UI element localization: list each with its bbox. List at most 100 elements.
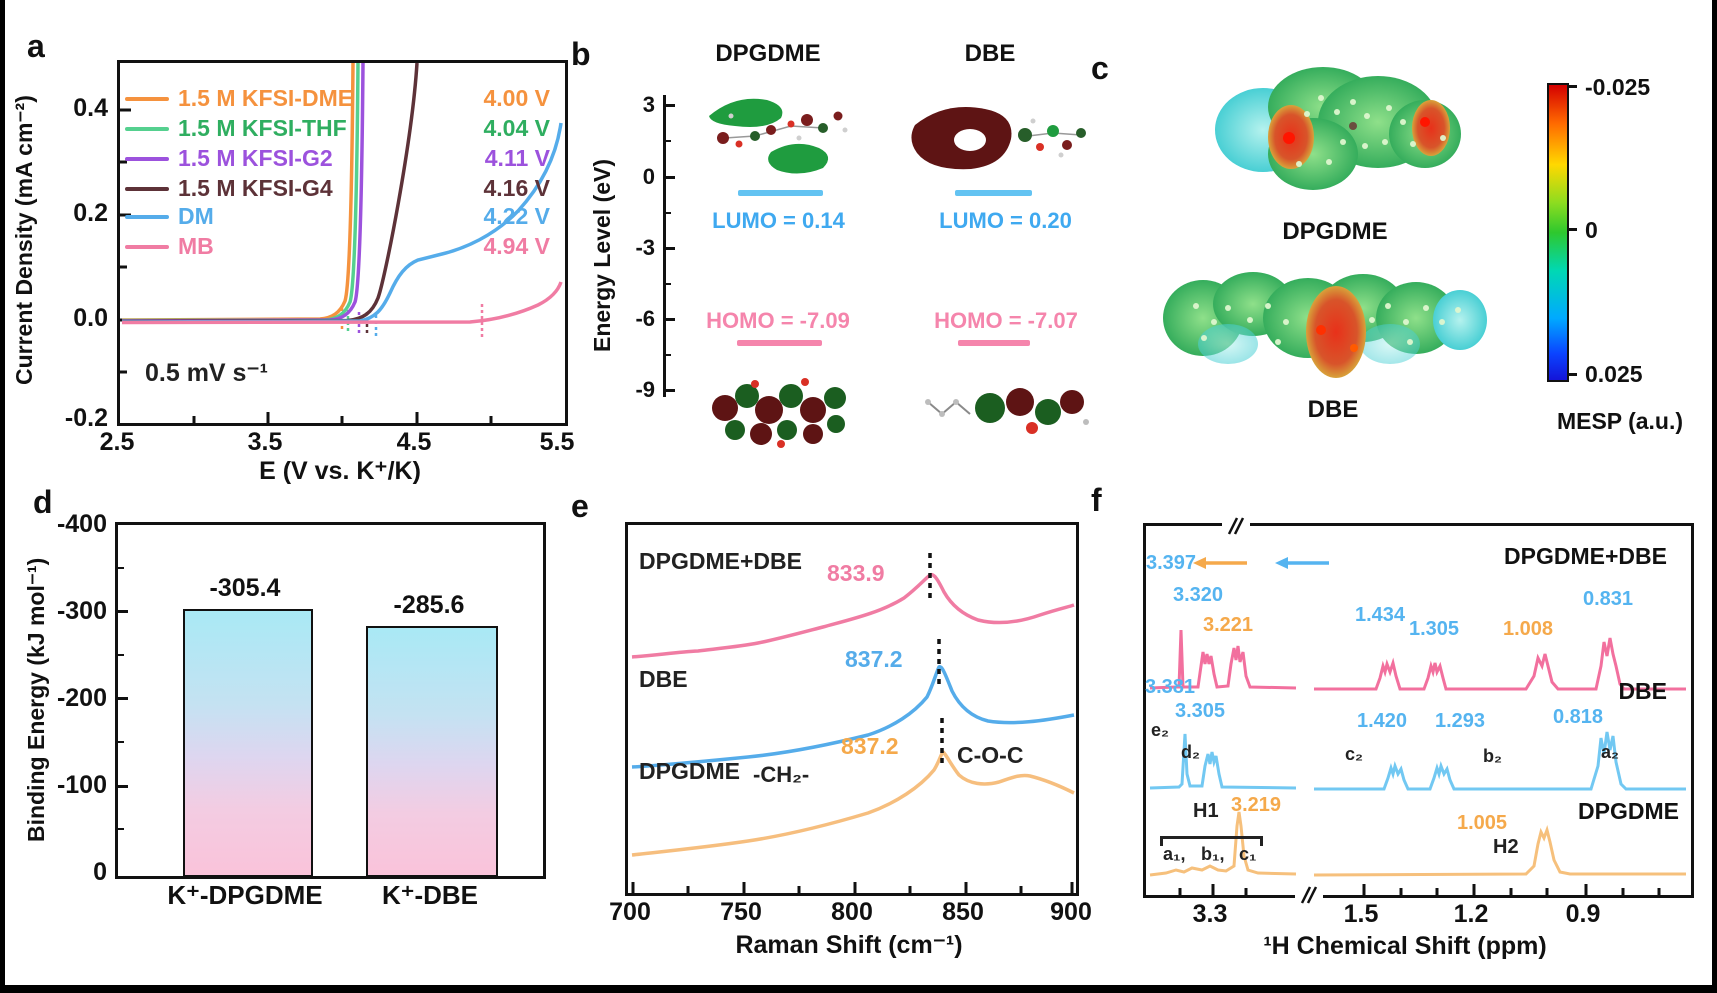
nmr-blue-left xyxy=(1149,733,1297,790)
f-row2-title: DBE xyxy=(1618,678,1667,704)
a-x-tick: 3.5 xyxy=(247,428,283,456)
legend-line-swatch xyxy=(125,214,169,219)
d-y-tick: -100 xyxy=(56,771,107,799)
dpgdme-homo-level-bar xyxy=(737,340,822,346)
legend-line-swatch xyxy=(125,126,169,131)
dbe-homo-level-bar xyxy=(958,340,1030,346)
e-x-axis-title: Raman Shift (cm⁻¹) xyxy=(735,931,963,959)
panel-f-label: f xyxy=(1091,482,1102,518)
panel-a-plot xyxy=(117,60,568,426)
voltage-g2: 4.11 V xyxy=(484,145,550,171)
colorbar-tick xyxy=(1567,373,1577,376)
e-coc-annotation: C-O-C xyxy=(957,742,1024,768)
f-peak-label: 0.818 xyxy=(1553,706,1604,728)
f-assignment-label: b₂ xyxy=(1483,746,1502,766)
f-peak-label: 1.293 xyxy=(1435,710,1486,732)
axis-break-icon xyxy=(1222,517,1250,535)
panel-a-y-axis-title: Current Density (mA cm⁻²) xyxy=(11,95,37,385)
bar-k-dbe xyxy=(366,626,498,877)
f-assignment-label: a₁, xyxy=(1163,844,1186,864)
b-y-tick: 0 xyxy=(642,164,655,189)
b-axis-minor-tick xyxy=(663,212,671,214)
d-y-tick: -200 xyxy=(56,684,107,712)
b-y-tick: -6 xyxy=(635,306,655,331)
f-x-tick: 0.9 xyxy=(1565,900,1601,928)
curve-dm xyxy=(121,122,563,324)
raman-dbe xyxy=(631,665,1075,769)
colorbar-min-label: 0.025 xyxy=(1585,361,1643,387)
dpgdme-homo-value: HOMO = -7.09 xyxy=(706,308,850,333)
b-axis-tick xyxy=(663,247,675,250)
f-x-tick: 1.2 xyxy=(1453,900,1489,928)
b-col-title-dpgdme: DPGDME xyxy=(715,40,821,67)
bar-value-dbe: -285.6 xyxy=(393,591,465,619)
d-axis-tick xyxy=(118,610,128,613)
f-peak-label: 1.005 xyxy=(1457,812,1508,834)
nmr-blue-right xyxy=(1314,731,1686,791)
b-axis-tick xyxy=(663,389,675,392)
curve-kfsi-g4 xyxy=(121,62,419,324)
voltage-g4: 4.16 V xyxy=(483,175,551,201)
bar-k-dpgdme xyxy=(183,609,313,877)
dpgdme-lumo-value: LUMO = 0.14 xyxy=(712,208,845,233)
d-y-tick: -300 xyxy=(56,597,107,625)
f-peak-label: 3.219 xyxy=(1231,794,1282,816)
f-row1-title: DPGDME+DBE xyxy=(1504,543,1667,569)
mesp-colorbar xyxy=(1547,83,1569,382)
e-x-tick: 750 xyxy=(720,898,762,926)
panel-a-curves xyxy=(120,62,563,423)
mesp-dpgdme-surface xyxy=(1215,67,1461,190)
legend-label: 1.5 M KFSI-G2 xyxy=(178,145,333,171)
b-axis-tick xyxy=(663,176,675,179)
f-peak-label: 0.831 xyxy=(1583,588,1634,610)
d-category-dpgdme: K⁺-DPGDME xyxy=(167,880,323,910)
e-ch2-annotation: -CH₂- xyxy=(753,762,810,787)
f-peak-label: 3.221 xyxy=(1203,614,1254,636)
b-y-axis-title: Energy Level (eV) xyxy=(589,158,615,352)
mesp-dpgdme-label: DPGDME xyxy=(1282,218,1388,245)
raman-dpgdme-dbe xyxy=(631,572,1075,659)
f-peak-label: 3.381 xyxy=(1145,676,1196,698)
b-y-tick: 3 xyxy=(642,92,655,117)
dbe-lumo-value: LUMO = 0.20 xyxy=(939,208,1072,233)
e-x-tick: 800 xyxy=(831,898,873,926)
f-assignment-label: d₂ xyxy=(1181,742,1200,762)
f-assignment-label: a₂ xyxy=(1601,742,1620,762)
legend-line-swatch xyxy=(125,96,169,101)
a-x-axis-title: E (V vs. K⁺/K) xyxy=(259,457,421,485)
f-assignment-label: H2 xyxy=(1493,836,1519,858)
legend-label: 1.5 M KFSI-THF xyxy=(178,115,347,141)
legend-item-thf: 1.5 M KFSI-THF xyxy=(125,115,347,142)
colorbar-max-label: -0.025 xyxy=(1585,74,1651,100)
b-energy-axis xyxy=(663,95,666,397)
a-x-tick: 5.5 xyxy=(539,428,575,456)
f-assignment-label: b₁, xyxy=(1201,844,1225,864)
bar-value-dpgdme: -305.4 xyxy=(209,574,281,602)
legend-label: 1.5 M KFSI-G4 xyxy=(178,175,333,201)
e-series-1-name: DPGDME+DBE xyxy=(639,548,802,574)
nmr-pink-left xyxy=(1149,629,1297,690)
f-peak-label: 1.008 xyxy=(1503,618,1554,640)
d-axis-minor-tick xyxy=(118,828,124,830)
voltage-dm: 4.22 V xyxy=(483,203,551,229)
f-x-axis-title: ¹H Chemical Shift (ppm) xyxy=(1263,932,1547,960)
voltage-mb: 4.94 V xyxy=(483,233,551,259)
raman-dpgdme xyxy=(631,749,1075,857)
colorbar-tick xyxy=(1567,228,1577,231)
a-y-tick: -0.2 xyxy=(64,404,108,432)
d-category-dbe: K⁺-DBE xyxy=(381,880,479,910)
colorbar-title: MESP (a.u.) xyxy=(1556,408,1684,434)
d-axis-minor-tick xyxy=(118,741,124,743)
e-x-tick: 900 xyxy=(1050,898,1092,926)
d-y-tick: -400 xyxy=(56,510,107,538)
legend-item-g4: 1.5 M KFSI-G4 xyxy=(125,175,333,202)
a-y-tick: 0.2 xyxy=(73,199,108,227)
f-assignment-label: e₂ xyxy=(1151,720,1170,740)
orange-left-arrow-icon xyxy=(1193,557,1247,569)
colorbar-tick xyxy=(1567,85,1577,88)
a-x-tick: 2.5 xyxy=(99,428,135,456)
panel-e-curves xyxy=(631,553,1075,893)
b-axis-tick xyxy=(663,318,675,321)
b-y-tick: -3 xyxy=(635,235,655,260)
